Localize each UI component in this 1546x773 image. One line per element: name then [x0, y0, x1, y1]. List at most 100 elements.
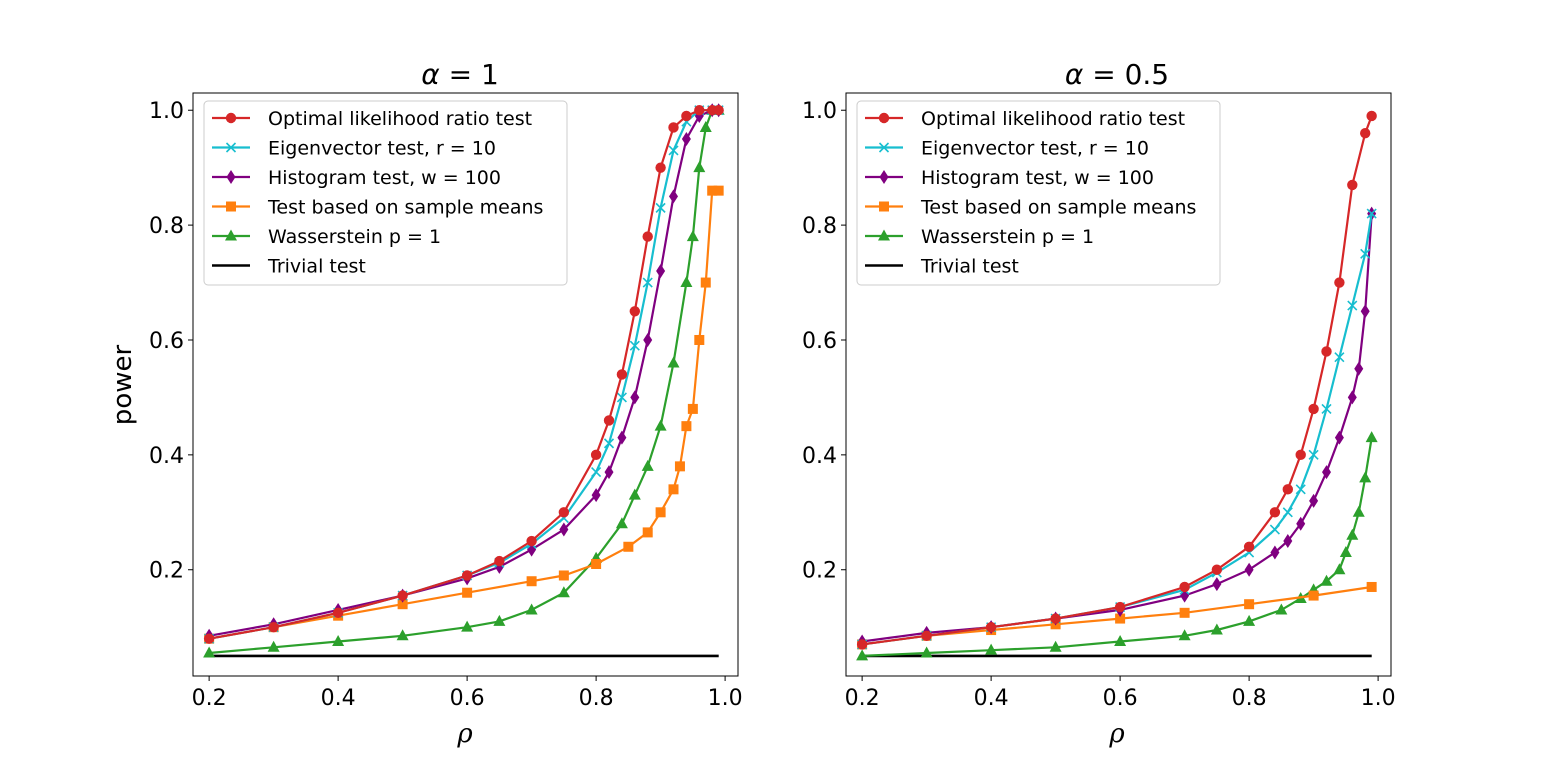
right-data-point [1354, 361, 1364, 376]
right-data-point [1244, 599, 1255, 610]
left-data-point [655, 507, 666, 518]
right-data-point [1339, 546, 1352, 558]
left-data-point [643, 332, 653, 347]
left-data-point [268, 621, 279, 633]
left-data-point [694, 334, 705, 345]
right-data-point [1334, 352, 1345, 363]
left-series-line [209, 109, 719, 655]
left-data-point [699, 120, 712, 132]
left-data-point [493, 614, 506, 626]
right-data-point [1366, 581, 1377, 592]
left-axes-frame [192, 92, 739, 677]
right-legend-label: Optimal likelihood ratio test [921, 108, 1185, 130]
right-data-point [1360, 248, 1371, 259]
left-data-point [629, 340, 640, 351]
left-data-point [603, 415, 615, 426]
right-data-point [1050, 613, 1061, 624]
left-legend-entry: Eigenvector test, r = 10 [212, 138, 496, 160]
right-data-point [1346, 528, 1359, 540]
left-data-point [558, 507, 570, 518]
left-subplot-title: α = 1 [421, 58, 499, 91]
left-legend-marker [225, 142, 237, 153]
left-data-point [591, 488, 601, 503]
right-data-point [1179, 581, 1190, 593]
left-data-point [642, 277, 653, 288]
right-y-tick-label: 0.6 [802, 329, 837, 354]
left-data-point [669, 189, 679, 204]
right-data-point [1296, 516, 1306, 531]
left-x-tick-label: 0.4 [321, 686, 356, 711]
right-data-point [1333, 563, 1346, 575]
left-data-point [693, 161, 706, 173]
left-data-point [590, 449, 602, 461]
right-legend-marker [878, 112, 890, 124]
left-legend-entry: Test based on sample means [212, 197, 543, 219]
left-data-point [686, 230, 699, 242]
right-data-point [1360, 128, 1371, 139]
left-data-point [591, 558, 602, 569]
left-data-point [681, 421, 692, 432]
left-data-point [630, 390, 640, 405]
left-data-point [396, 629, 409, 641]
right-x-tick-label: 0.6 [1103, 686, 1138, 711]
left-data-point [604, 465, 614, 480]
left-y-axis-label: power [108, 345, 138, 426]
right-x-tick-label: 0.4 [974, 686, 1009, 711]
left-subplot: α = 1 power ρ 0.2 0.4 0.6 0.8 1.0 0.2 0.4 0.6 0.… [108, 58, 743, 749]
right-data-point [1244, 562, 1254, 577]
right-legend-box [856, 100, 1221, 286]
right-data-point [1282, 507, 1293, 518]
right-data-point [1360, 304, 1370, 319]
left-legend-entry: Histogram test, w = 100 [212, 167, 501, 189]
left-data-point [629, 306, 641, 317]
right-data-point [856, 639, 868, 650]
left-data-point [526, 535, 537, 547]
left-legend-marker [226, 201, 236, 212]
left-legend-entry: Wasserstein p = 1 [212, 226, 441, 248]
left-data-point [642, 231, 653, 242]
right-legend-entry: Eigenvector test, r = 10 [865, 138, 1149, 160]
right-legend-entry: Histogram test, w = 100 [865, 167, 1154, 189]
left-data-point [617, 430, 627, 445]
left-data-point [603, 438, 615, 449]
left-data-point [332, 635, 345, 647]
right-data-point [1282, 484, 1294, 495]
left-series-optimal-likelihood-ratio-test [203, 105, 724, 644]
right-data-point [1283, 534, 1293, 549]
left-data-point [655, 202, 666, 213]
left-data-point [655, 162, 666, 173]
left-data-point [694, 105, 705, 116]
right-y-tick-label: 1.0 [802, 99, 837, 124]
left-data-point [641, 459, 654, 471]
left-legend-marker [225, 229, 237, 241]
right-data-point [920, 646, 933, 658]
right-data-point [1321, 346, 1332, 357]
left-data-point [203, 646, 216, 658]
left-data-point [557, 586, 570, 598]
left-data-point [615, 517, 628, 529]
right-data-point [1114, 635, 1127, 647]
right-subplot: α = 0.5 ρ 0.2 0.4 0.6 0.8 1.0 0.2 0.4 0.6 0.8 1.0… [802, 58, 1396, 749]
left-data-point [494, 555, 505, 567]
left-data-point [267, 640, 280, 652]
left-x-tick-label: 0.8 [579, 686, 614, 711]
left-data-point [397, 599, 408, 610]
right-data-point [1179, 607, 1190, 618]
left-data-point [681, 131, 691, 146]
left-y-tick-label: 0.4 [149, 444, 184, 469]
left-data-point [656, 264, 666, 279]
right-x-tick-label: 1.0 [1361, 686, 1396, 711]
left-data-point [680, 276, 693, 288]
left-data-point [687, 403, 698, 414]
left-x-tick-label: 0.6 [450, 686, 485, 711]
left-legend-label: Trivial test [267, 256, 366, 278]
right-legend-entry: Wasserstein p = 1 [865, 226, 1094, 248]
right-data-point [1178, 629, 1191, 641]
right-data-point [1210, 623, 1223, 635]
right-legend-label: Trivial test [920, 256, 1019, 278]
right-data-point [1049, 640, 1062, 652]
right-data-point [1295, 484, 1306, 495]
left-x-tick-label: 0.2 [192, 686, 227, 711]
right-data-point [1322, 465, 1332, 480]
